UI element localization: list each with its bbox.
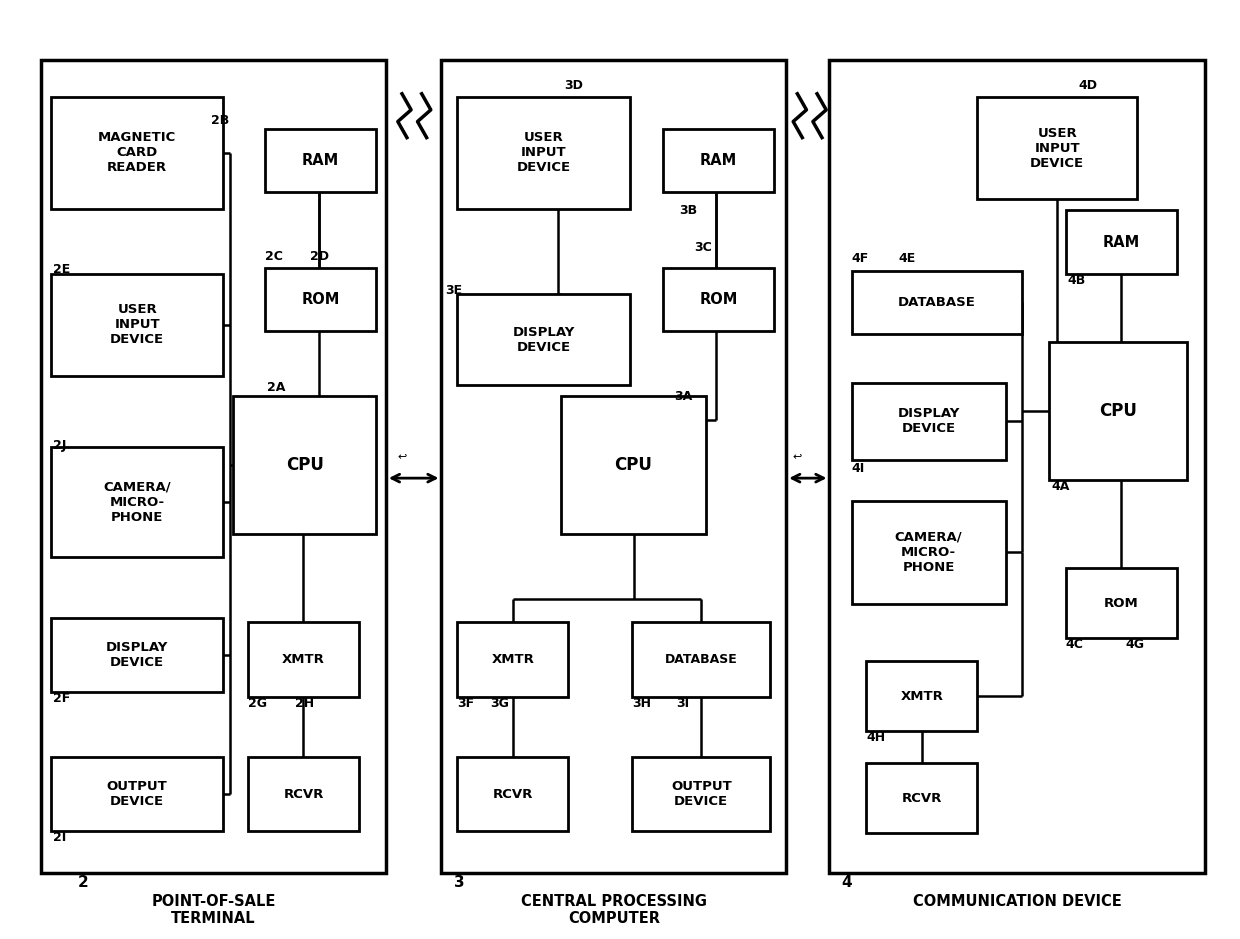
Text: POINT-OF-SALE
TERMINAL: POINT-OF-SALE TERMINAL [151, 894, 275, 926]
Bar [458, 757, 568, 831]
Text: CENTRAL PROCESSING
COMPUTER: CENTRAL PROCESSING COMPUTER [521, 894, 707, 926]
Text: 3: 3 [454, 875, 464, 890]
Text: 2C: 2C [265, 251, 283, 264]
Text: DISPLAY
DEVICE: DISPLAY DEVICE [512, 326, 575, 354]
Bar [51, 618, 223, 692]
Bar [852, 383, 1006, 459]
Text: ROM: ROM [699, 292, 738, 307]
Text: 3E: 3E [445, 284, 463, 297]
Text: $\hookleftarrow$: $\hookleftarrow$ [394, 452, 408, 462]
Text: 3D: 3D [564, 79, 584, 91]
Text: 3B: 3B [680, 204, 697, 217]
Text: CPU: CPU [1099, 402, 1137, 421]
Text: MAGNETIC
CARD
READER: MAGNETIC CARD READER [98, 131, 176, 175]
Text: 2G: 2G [248, 697, 267, 710]
Bar [830, 60, 1205, 873]
Text: OUTPUT
DEVICE: OUTPUT DEVICE [107, 780, 167, 808]
Text: RAM: RAM [303, 153, 340, 168]
Bar [248, 757, 358, 831]
Text: 2A: 2A [267, 380, 285, 393]
Text: USER
INPUT
DEVICE: USER INPUT DEVICE [110, 303, 164, 346]
Text: 2: 2 [78, 875, 89, 890]
Bar [51, 97, 223, 208]
Bar [1066, 210, 1177, 273]
Text: 4C: 4C [1066, 638, 1084, 651]
Text: 2F: 2F [53, 692, 71, 705]
Text: 3H: 3H [632, 697, 651, 710]
Text: ROM: ROM [1104, 596, 1138, 609]
Text: ROM: ROM [301, 292, 340, 307]
Text: 3F: 3F [458, 697, 475, 710]
Text: XMTR: XMTR [491, 653, 534, 666]
Text: 2E: 2E [53, 263, 71, 275]
Bar [1066, 568, 1177, 638]
Bar [663, 129, 774, 192]
Bar [1049, 343, 1187, 480]
Text: CAMERA/
MICRO-
PHONE: CAMERA/ MICRO- PHONE [103, 481, 171, 524]
Text: XMTR: XMTR [900, 689, 944, 702]
Text: 4F: 4F [852, 253, 869, 266]
Bar [41, 60, 386, 873]
Text: 2I: 2I [53, 831, 67, 844]
Bar [265, 129, 376, 192]
Bar [560, 396, 707, 534]
Text: 4E: 4E [898, 253, 915, 266]
Text: RCVR: RCVR [283, 788, 324, 801]
Text: USER
INPUT
DEVICE: USER INPUT DEVICE [1030, 127, 1084, 170]
Text: 4H: 4H [867, 731, 885, 744]
Text: 3C: 3C [694, 241, 712, 254]
Text: 4I: 4I [852, 462, 864, 475]
Text: CPU: CPU [285, 456, 324, 474]
Text: $\hookleftarrow$: $\hookleftarrow$ [790, 452, 802, 462]
Text: 4A: 4A [1052, 480, 1069, 493]
Text: 2H: 2H [295, 697, 314, 710]
Text: OUTPUT
DEVICE: OUTPUT DEVICE [671, 780, 732, 808]
Text: DATABASE: DATABASE [898, 296, 976, 309]
Bar [632, 623, 770, 697]
Bar [233, 396, 376, 534]
Bar [441, 60, 786, 873]
Text: 2D: 2D [310, 251, 329, 264]
Text: RAM: RAM [699, 153, 737, 168]
Text: 4D: 4D [1078, 79, 1097, 91]
Text: 4: 4 [842, 875, 852, 890]
Text: 3A: 3A [675, 390, 692, 403]
Bar [458, 623, 568, 697]
Bar [458, 294, 630, 385]
Bar [632, 757, 770, 831]
Text: 2J: 2J [53, 439, 67, 452]
Text: CPU: CPU [615, 456, 652, 474]
Bar [248, 623, 358, 697]
Text: 2B: 2B [211, 114, 229, 127]
Text: COMMUNICATION DEVICE: COMMUNICATION DEVICE [913, 894, 1122, 909]
Text: 4B: 4B [1068, 273, 1085, 286]
Text: RCVR: RCVR [901, 792, 942, 805]
Bar [867, 661, 977, 731]
Text: DATABASE: DATABASE [665, 653, 738, 666]
Text: USER
INPUT
DEVICE: USER INPUT DEVICE [517, 131, 570, 175]
Bar [852, 270, 1022, 334]
Text: RCVR: RCVR [492, 788, 533, 801]
Bar [852, 501, 1006, 604]
Bar [265, 269, 376, 331]
Text: 4G: 4G [1125, 638, 1145, 651]
Bar [51, 757, 223, 831]
Text: DISPLAY
DEVICE: DISPLAY DEVICE [105, 640, 169, 669]
Bar [51, 448, 223, 557]
Text: DISPLAY
DEVICE: DISPLAY DEVICE [898, 408, 960, 436]
Bar [458, 97, 630, 208]
Text: RAM: RAM [1102, 235, 1140, 250]
Bar [977, 97, 1137, 199]
Bar [867, 763, 977, 833]
Text: 3G: 3G [491, 697, 510, 710]
Bar [663, 269, 774, 331]
Text: 3I: 3I [677, 697, 689, 710]
Bar [51, 273, 223, 376]
Text: CAMERA/
MICRO-
PHONE: CAMERA/ MICRO- PHONE [895, 531, 962, 574]
Text: XMTR: XMTR [281, 653, 325, 666]
